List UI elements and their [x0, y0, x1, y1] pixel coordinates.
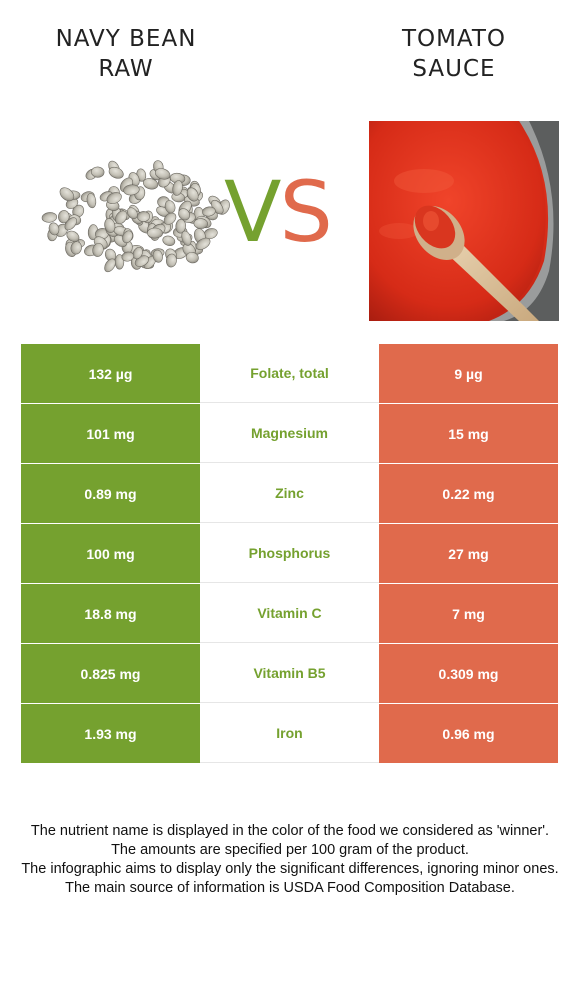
nutrient-name: Folate, total: [200, 344, 379, 403]
right-value: 15 mg: [379, 404, 558, 463]
nutrient-name: Iron: [200, 704, 379, 763]
vs-letter-s: S: [279, 163, 332, 261]
bean-shape: [175, 218, 186, 234]
bean-shape: [163, 212, 177, 225]
bean-shape: [123, 184, 140, 196]
vs-letter-v: V: [224, 163, 281, 261]
left-value: 1.93 mg: [21, 704, 200, 763]
bean-shape: [86, 193, 97, 209]
bean-shape: [143, 178, 159, 190]
bean-shape: [121, 251, 135, 262]
bean-shape: [164, 200, 176, 214]
right-value: 7 mg: [379, 584, 558, 643]
footnote-line: The main source of information is USDA F…: [65, 880, 515, 896]
nutrient-name: Zinc: [200, 464, 379, 523]
left-value: 0.825 mg: [21, 644, 200, 703]
bean-shape: [104, 258, 116, 273]
right-value: 0.96 mg: [379, 704, 558, 763]
right-value: 0.309 mg: [379, 644, 558, 703]
bean-shape: [185, 251, 199, 264]
bean-shape: [66, 230, 80, 242]
left-value: 101 mg: [21, 404, 200, 463]
nutrient-name: Vitamin C: [200, 584, 379, 643]
bean-shape: [165, 253, 177, 268]
bean-shape: [41, 212, 58, 223]
bean-shape: [91, 166, 105, 178]
bean-shape: [106, 192, 122, 205]
bean-shape: [108, 166, 124, 179]
right-value: 0.22 mg: [379, 464, 558, 523]
table-row: 0.825 mg Vitamin B5 0.309 mg: [21, 644, 558, 703]
food-title-left: NAVY BEAN RAW: [55, 26, 197, 82]
bean-shape: [122, 230, 133, 244]
nutrient-name: Magnesium: [200, 404, 379, 463]
bean-shape: [172, 180, 183, 196]
bean-shape: [64, 217, 78, 231]
bean-shape: [202, 206, 216, 217]
footnotes: The nutrient name is displayed in the co…: [20, 822, 560, 898]
bean-shape: [147, 227, 163, 239]
left-value: 100 mg: [21, 524, 200, 583]
navy-bean-image: [41, 160, 230, 273]
table-row: 100 mg Phosphorus 27 mg: [21, 524, 558, 583]
left-value: 0.89 mg: [21, 464, 200, 523]
left-value: 18.8 mg: [21, 584, 200, 643]
table-row: 132 µg Folate, total 9 µg: [21, 344, 558, 403]
bean-shape: [162, 235, 176, 246]
bean-shape: [58, 210, 70, 224]
bean-shape: [104, 218, 116, 234]
bean-shape: [195, 237, 211, 250]
bean-shape: [178, 208, 190, 221]
bean-shape: [186, 187, 199, 202]
bean-shape: [154, 168, 171, 180]
bean-shape: [92, 242, 104, 257]
bean-shape: [152, 249, 163, 263]
tomato-sauce-image: [369, 121, 559, 321]
comparison-table: 132 µg Folate, total 9 µg 101 mg Magnesium 15…: [21, 344, 558, 764]
bean-shape: [59, 187, 75, 202]
right-value: 27 mg: [379, 524, 558, 583]
bean-shape: [181, 230, 192, 246]
right-value: 9 µg: [379, 344, 558, 403]
footnote-line: The amounts are specified per 100 gram o…: [111, 842, 469, 858]
left-value: 132 µg: [21, 344, 200, 403]
bean-shape: [70, 241, 82, 255]
table-row: 1.93 mg Iron 0.96 mg: [21, 704, 558, 763]
vs-mark: VS: [224, 162, 333, 262]
bean-shape: [115, 210, 128, 225]
nutrient-name: Vitamin B5: [200, 644, 379, 703]
table-row: 101 mg Magnesium 15 mg: [21, 404, 558, 463]
bean-shape: [48, 222, 60, 236]
nutrient-name: Phosphorus: [200, 524, 379, 583]
bean-shape: [132, 246, 143, 260]
bean-shape: [137, 211, 150, 222]
bean-shape: [127, 207, 138, 220]
footnote-line: The infographic aims to display only the…: [21, 861, 559, 877]
food-title-right: TOMATO SAUCE: [401, 26, 507, 82]
footnote-line: The nutrient name is displayed in the co…: [30, 823, 550, 839]
table-row: 0.89 mg Zinc 0.22 mg: [21, 464, 558, 523]
